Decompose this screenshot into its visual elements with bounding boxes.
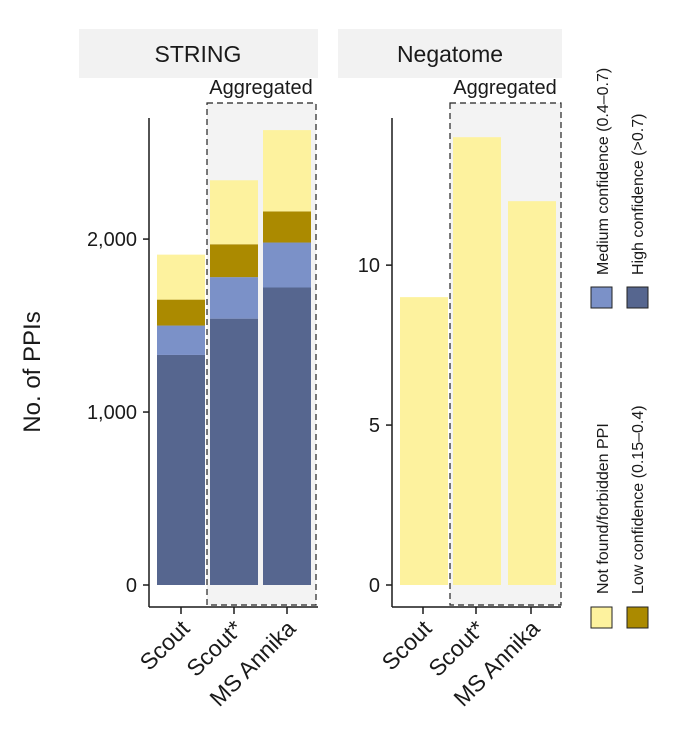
y-ticks-string: 0 1,000 2,000 — [87, 229, 149, 597]
bars-negatome — [400, 137, 556, 586]
bar-negatome-ms-annika-notfound — [508, 201, 556, 586]
legend-label-high: High confidence (>0.7) — [630, 114, 647, 275]
legend-swatch-medium — [590, 286, 613, 309]
bar-string-scout-notfound — [157, 254, 205, 300]
bar-string-scout--medium — [210, 277, 258, 319]
bars-string — [157, 130, 311, 585]
y-axis-title: No. of PPIs — [19, 311, 46, 432]
bar-string-ms-annika-notfound — [263, 130, 311, 212]
panel-title-negatome: Negatome — [397, 41, 503, 67]
bar-negatome-scout--notfound — [453, 137, 501, 586]
y-tick-label: 2,000 — [87, 229, 137, 251]
bar-string-ms-annika-medium — [263, 242, 311, 288]
y-tick-label: 1,000 — [87, 402, 137, 424]
bar-string-scout--low — [210, 244, 258, 278]
bar-string-ms-annika-low — [263, 211, 311, 243]
aggregated-label-string: Aggregated — [209, 77, 312, 99]
panel-strip-negatome — [338, 29, 562, 78]
y-ticks-negatome: 0 5 10 — [358, 255, 392, 597]
bar-string-scout--high — [210, 318, 258, 585]
panel-strip-string — [79, 29, 318, 78]
legend-swatch-high — [626, 286, 649, 309]
y-tick-label: 0 — [126, 575, 137, 597]
bar-string-scout--notfound — [210, 180, 258, 245]
panel-title-string: STRING — [155, 41, 242, 67]
bar-string-scout-high — [157, 354, 205, 585]
legend-swatch-low — [626, 606, 649, 629]
y-tick-label: 10 — [358, 255, 380, 277]
legend-swatch-notfound — [590, 606, 613, 629]
y-tick-label: 0 — [369, 575, 380, 597]
bar-string-ms-annika-high — [263, 287, 311, 585]
aggregated-label-negatome: Aggregated — [453, 77, 556, 99]
y-tick-label: 5 — [369, 415, 380, 437]
panel-string: STRING Aggregated 0 1,000 2,000 ScoutScout… — [79, 29, 318, 711]
legend-label-low: Low confidence (0.15–0.4) — [630, 405, 647, 594]
legend-label-medium: Medium confidence (0.4–0.7) — [595, 68, 612, 275]
bar-negatome-scout-notfound — [400, 297, 448, 585]
bar-string-scout-low — [157, 299, 205, 326]
legend: Medium confidence (0.4–0.7) High confide… — [590, 68, 649, 629]
bar-string-scout-medium — [157, 325, 205, 355]
legend-label-notfound: Not found/forbidden PPI — [595, 423, 612, 594]
